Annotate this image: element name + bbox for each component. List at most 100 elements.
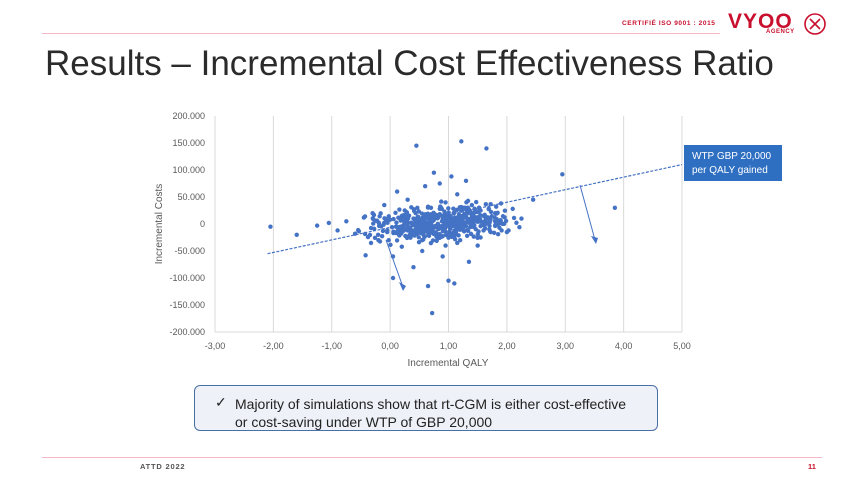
x-axis-ticks: -3,00 -2,00 -1,00 0,00 1,00 2,00 3,00 4,00 5,00 xyxy=(205,341,691,351)
scatter-point xyxy=(491,230,497,236)
scatter-point xyxy=(382,216,387,221)
scatter-point xyxy=(422,234,427,239)
scatter-point xyxy=(411,208,417,214)
scatter-point xyxy=(478,213,483,218)
x-tick-label: 5,00 xyxy=(673,341,691,351)
y-tick-label: 150.000 xyxy=(172,138,205,148)
scatter-point xyxy=(519,216,524,221)
y-axis-label: Incremental Costs xyxy=(154,184,165,265)
footer-event: ATTD 2022 xyxy=(140,462,186,471)
scatter-point xyxy=(390,275,396,281)
scatter-point xyxy=(430,218,436,224)
scatter-point xyxy=(414,143,419,148)
scatter-point xyxy=(391,230,396,236)
scatter-point xyxy=(391,216,396,222)
scatter-point xyxy=(416,239,422,245)
scatter-point xyxy=(446,235,451,240)
y-tick-label: -50.000 xyxy=(174,246,205,256)
scatter-point xyxy=(466,259,472,264)
logo-subtext: AGENCY xyxy=(766,29,795,35)
scatter-point xyxy=(484,146,489,151)
scatter-point xyxy=(429,310,435,316)
page-number: 11 xyxy=(808,462,816,471)
scatter-point xyxy=(456,233,461,238)
scatter-point xyxy=(344,219,349,224)
scatter-point xyxy=(431,231,437,237)
x-tick-label: 4,00 xyxy=(615,341,633,351)
scatter-point xyxy=(446,206,451,211)
scatter-point xyxy=(431,170,437,175)
scatter-point xyxy=(485,215,490,220)
scatter-point xyxy=(475,235,480,241)
agency-logo: VYOO AGENCY xyxy=(728,11,828,39)
scatter-point xyxy=(487,223,492,229)
checkmark-icon: ✓ xyxy=(215,394,227,410)
scatter-point xyxy=(451,230,456,235)
scatter-point xyxy=(377,239,383,244)
scatter-point xyxy=(498,218,503,223)
scatter-point xyxy=(454,227,460,232)
scatter-point xyxy=(488,202,493,207)
x-tick-label: 3,00 xyxy=(556,341,574,351)
scatter-point xyxy=(433,223,438,229)
scatter-point xyxy=(382,202,387,208)
scatter-point xyxy=(499,228,504,233)
scatter-point xyxy=(463,178,469,183)
scatter-point xyxy=(495,232,501,237)
scatter-point xyxy=(468,231,474,237)
scatter-point xyxy=(514,220,519,225)
scatter-point xyxy=(437,235,442,240)
y-tick-label: 0 xyxy=(200,219,205,229)
scatter-point xyxy=(397,207,402,212)
scatter-point xyxy=(495,210,500,215)
scatter-point xyxy=(430,238,436,243)
scatter-point xyxy=(511,215,517,221)
scatter-point xyxy=(494,204,499,209)
scatter-point xyxy=(443,200,448,205)
y-tick-label: 200.000 xyxy=(172,111,205,121)
scatter-point xyxy=(447,220,452,225)
scatter-point xyxy=(455,192,460,197)
scatter-point xyxy=(404,210,410,215)
scatter-point xyxy=(510,206,515,212)
scatter-point xyxy=(530,197,536,202)
x-tick-label: 1,00 xyxy=(440,341,458,351)
scatter-point xyxy=(471,234,476,239)
scatter-point xyxy=(612,205,618,210)
scatter-point xyxy=(481,213,486,219)
scatter-point xyxy=(415,205,420,211)
scatter-point xyxy=(489,214,494,219)
scatter-point xyxy=(560,172,565,177)
key-finding-callout: ✓ Majority of simulations show that rt-C… xyxy=(194,385,658,431)
scatter-point xyxy=(362,214,368,219)
scatter-point xyxy=(394,220,399,225)
arrow-right-line xyxy=(579,184,596,241)
scatter-point xyxy=(431,210,436,215)
scatter-point xyxy=(416,209,422,214)
scatter-point xyxy=(434,238,439,244)
y-tick-label: 100.000 xyxy=(172,165,205,175)
scatter-point xyxy=(385,228,390,233)
scatter-point xyxy=(456,221,462,226)
scatter-point xyxy=(449,234,455,240)
scatter-point xyxy=(401,213,407,218)
scatter-point xyxy=(386,237,391,243)
scatter-point xyxy=(451,206,456,211)
scatter-point xyxy=(463,215,468,220)
x-tick-label: -1,00 xyxy=(321,341,342,351)
scatter-point xyxy=(500,214,506,219)
scatter-point xyxy=(403,233,408,239)
scatter-point xyxy=(381,222,386,227)
scatter-point xyxy=(470,211,475,217)
scatter-point xyxy=(422,184,428,189)
scatter-point xyxy=(464,233,470,239)
scatter-point xyxy=(449,174,454,179)
scatter-point xyxy=(427,229,432,235)
scatter-point xyxy=(464,219,469,225)
scatter-point xyxy=(483,201,489,207)
x-tick-label: -3,00 xyxy=(205,341,226,351)
scatter-point xyxy=(413,216,418,221)
scatter-point xyxy=(420,248,425,254)
scatter-point xyxy=(469,202,475,208)
scatter-point xyxy=(425,220,430,226)
